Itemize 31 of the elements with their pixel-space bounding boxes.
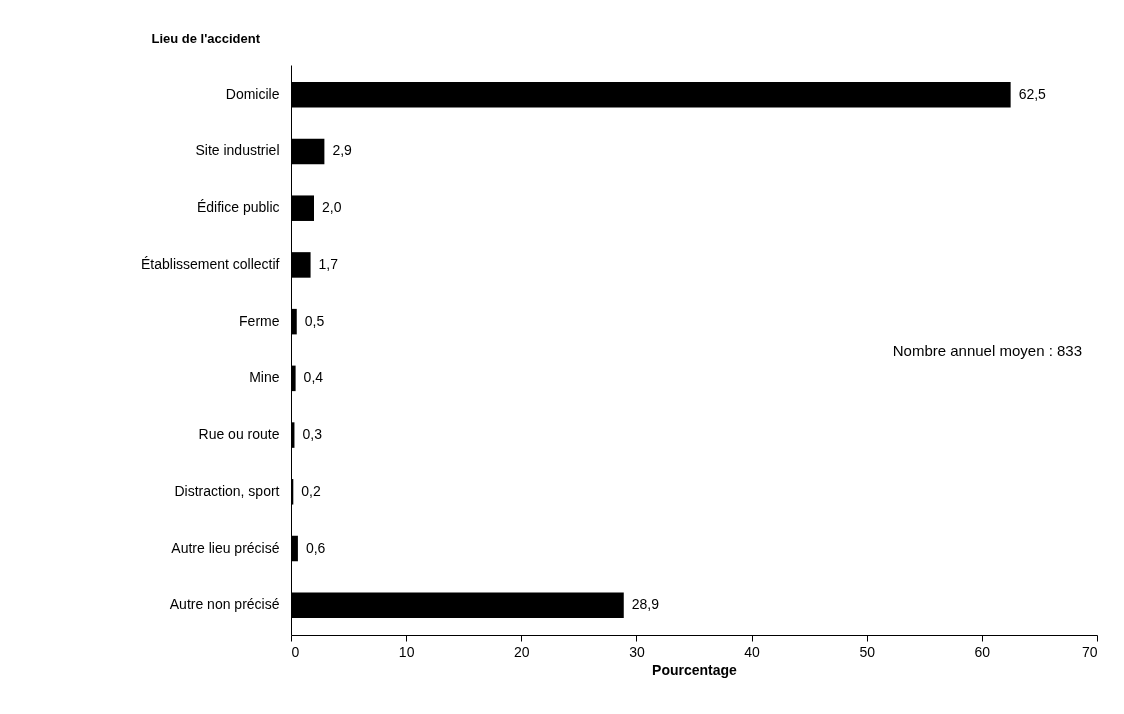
y-axis-title: Lieu de l'accident xyxy=(151,30,261,46)
y-tick-label: Site industriel xyxy=(195,142,280,159)
x-axis-title: Pourcentage xyxy=(652,661,738,678)
y-tick-label: Autre non précisé xyxy=(169,596,280,613)
data-label: 0,6 xyxy=(305,539,326,556)
y-tick-label: Édifice public xyxy=(197,199,280,216)
x-tick-label: 50 xyxy=(859,643,876,660)
x-tick-label: 10 xyxy=(398,643,415,660)
y-tick-label: Autre lieu précisé xyxy=(171,539,280,556)
y-tick-label: Établissement collectif xyxy=(140,255,280,272)
y-tick-label: Domicile xyxy=(225,85,280,102)
x-tick-label: 30 xyxy=(629,643,645,660)
x-tick-label: 20 xyxy=(514,643,530,660)
data-label: 0,4 xyxy=(303,369,324,386)
data-label: 1,7 xyxy=(318,255,339,272)
annotation: Nombre annuel moyen : 833 xyxy=(892,342,1082,359)
data-label: 0,3 xyxy=(302,426,323,443)
data-label: 28,9 xyxy=(631,596,660,613)
data-label: 2,9 xyxy=(332,142,353,159)
x-tick-label: 0 xyxy=(291,643,300,660)
data-label: 0,2 xyxy=(301,482,321,499)
data-label: 62,5 xyxy=(1018,85,1047,102)
y-tick-label: Distraction, sport xyxy=(174,482,280,499)
y-tick-label: Rue ou route xyxy=(198,426,280,443)
x-tick-label: 60 xyxy=(974,643,991,660)
data-label: 0,5 xyxy=(304,312,325,329)
data-label: 2,0 xyxy=(322,199,342,216)
y-tick-label: Ferme xyxy=(239,312,280,329)
y-tick-label: Mine xyxy=(249,369,280,386)
x-tick-label: 70 xyxy=(1081,643,1098,660)
x-tick-label: 40 xyxy=(744,643,761,660)
